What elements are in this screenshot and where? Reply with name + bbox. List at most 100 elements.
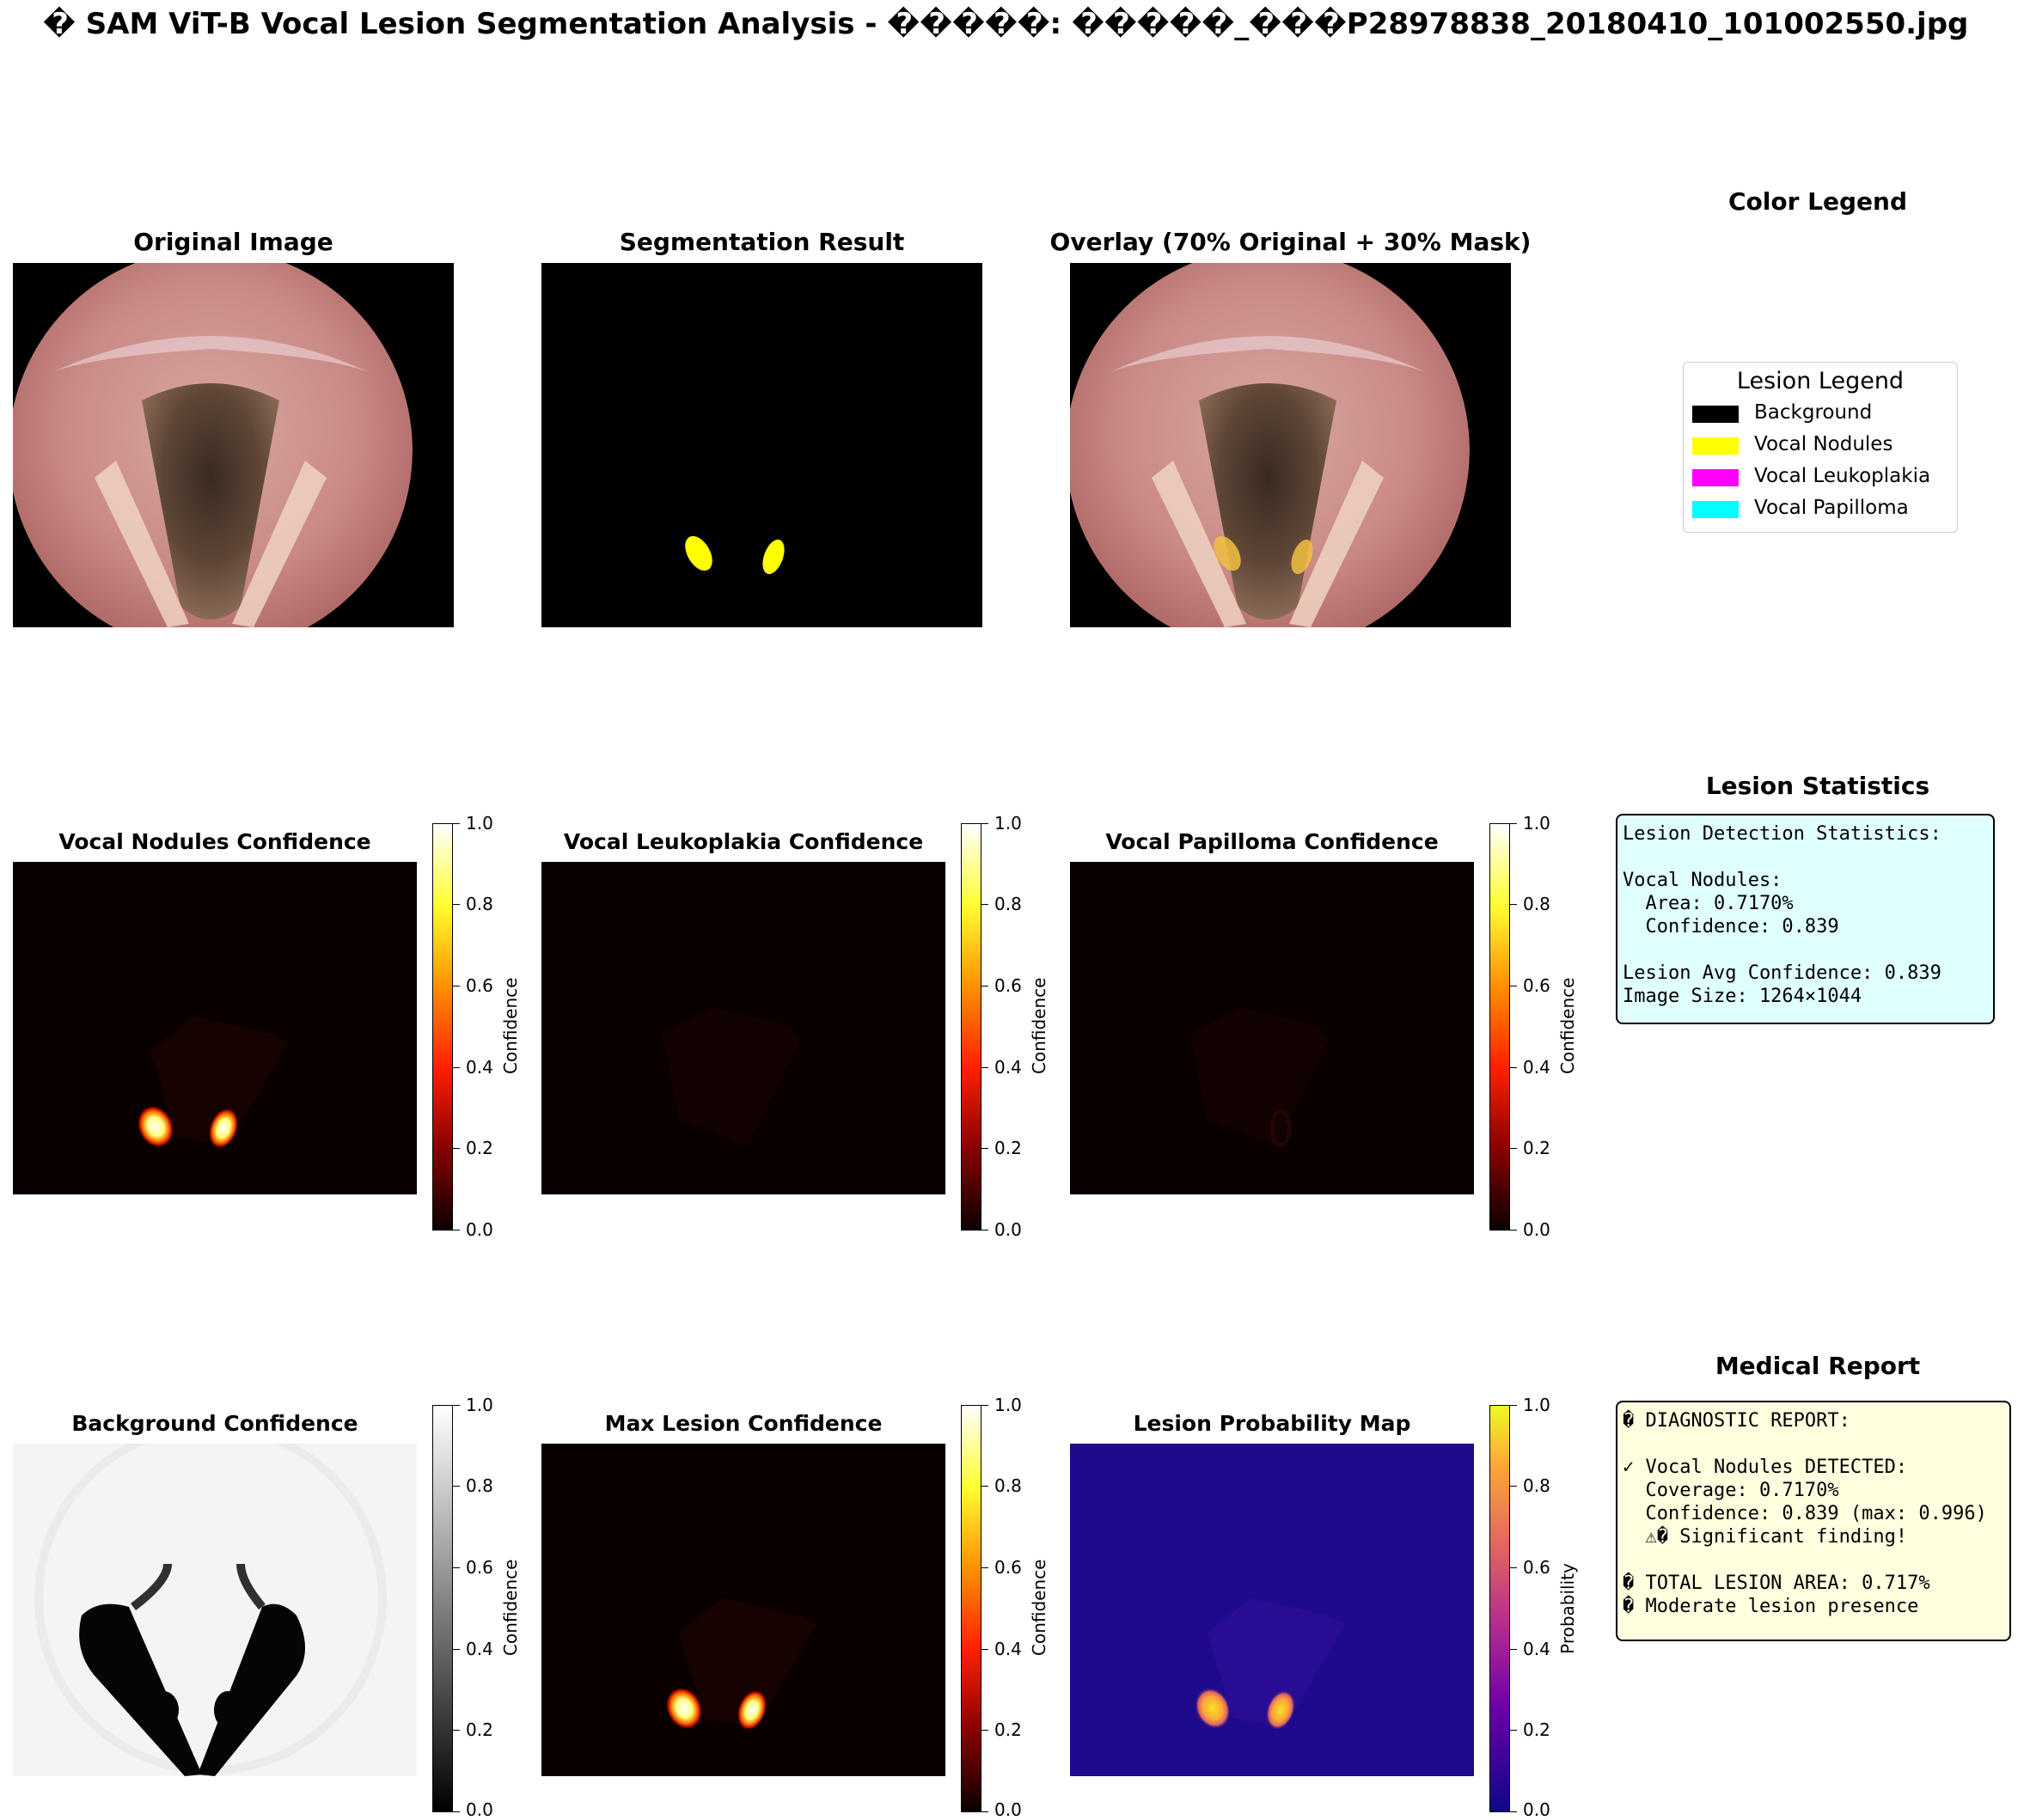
background-confidence-map	[13, 1444, 417, 1776]
papilloma-confidence-title: Vocal Papilloma Confidence	[1105, 829, 1439, 854]
colorbar-background	[432, 1405, 453, 1812]
report-line: ⚠� Significant finding!	[1623, 1526, 1908, 1548]
report-line	[1623, 1548, 2004, 1572]
tick-06: 0.6	[994, 1557, 1022, 1578]
leukoplakia-confidence-map	[541, 862, 945, 1194]
stats-line: Vocal Nodules:	[1623, 870, 1782, 891]
legend-label-background: Background	[1754, 401, 1873, 424]
lesion-statistics-box: Lesion Detection Statistics: Vocal Nodul…	[1616, 814, 1995, 1024]
tick-10: 1.0	[994, 813, 1022, 834]
lesion-probability-map	[1070, 1444, 1474, 1776]
stats-line: Image Size: 1264×1044	[1623, 986, 1862, 1007]
tick-02: 0.2	[1523, 1719, 1550, 1740]
overlay-title: Overlay (70% Original + 30% Mask)	[1049, 228, 1532, 256]
tick-08: 0.8	[1523, 1475, 1550, 1496]
stats-line: Lesion Avg Confidence: 0.839	[1623, 962, 1941, 984]
tick-10: 1.0	[1523, 1395, 1550, 1415]
nodules-confidence-title: Vocal Nodules Confidence	[58, 829, 371, 854]
colorbar-label-nodules: Confidence	[500, 977, 521, 1074]
nodule-right	[762, 539, 785, 575]
tick-10: 1.0	[1523, 813, 1550, 834]
tick-08: 0.8	[466, 1475, 493, 1496]
legend-label-papilloma: Vocal Papilloma	[1754, 497, 1909, 519]
stats-line: Area: 0.7170%	[1623, 893, 1794, 914]
report-line: � TOTAL LESION AREA: 0.717%	[1623, 1573, 1930, 1594]
colorbar-label-papilloma: Confidence	[1557, 977, 1578, 1074]
segmentation-title: Segmentation Result	[619, 228, 905, 256]
lesion-legend-title: Lesion Legend	[1736, 368, 1905, 394]
tick-04: 0.4	[994, 1639, 1022, 1659]
tick-06: 0.6	[466, 975, 493, 996]
tick-10: 1.0	[466, 813, 493, 834]
report-line: Coverage: 0.7170%	[1623, 1480, 1839, 1501]
colorbar-label-background: Confidence	[500, 1559, 521, 1656]
stats-line	[1623, 846, 1988, 869]
stats-line: Confidence: 0.839	[1623, 916, 1839, 937]
tick-0: 0.0	[1523, 1219, 1550, 1240]
medical-report-title: Medical Report	[1715, 1352, 1921, 1380]
probability-heatmap	[1070, 1444, 1474, 1776]
tick-08: 0.8	[1523, 894, 1550, 914]
probability-map-title: Lesion Probability Map	[1133, 1411, 1411, 1436]
legend-label-nodules: Vocal Nodules	[1754, 433, 1893, 455]
colorbar-papilloma	[1489, 823, 1510, 1231]
max-lesion-confidence-title: Max Lesion Confidence	[604, 1411, 883, 1436]
report-line: � DIAGNOSTIC REPORT:	[1623, 1410, 1850, 1432]
segmentation-result	[541, 263, 982, 627]
overlay-composite	[1070, 263, 1511, 627]
tick-08: 0.8	[994, 1475, 1022, 1496]
leukoplakia-confidence-title: Vocal Leukoplakia Confidence	[563, 829, 924, 854]
nodules-confidence-map	[13, 862, 417, 1194]
colorbar-probability	[1489, 1405, 1510, 1812]
tick-06: 0.6	[1523, 975, 1550, 996]
colorbar-leukoplakia	[961, 823, 981, 1231]
tick-04: 0.4	[1523, 1639, 1550, 1659]
color-legend-title: Color Legend	[1727, 187, 1908, 216]
colorbar-label-probability: Probability	[1557, 1563, 1578, 1654]
tick-06: 0.6	[1523, 1557, 1550, 1578]
overlay-image	[1070, 263, 1511, 627]
report-line: ✓ Vocal Nodules DETECTED:	[1623, 1457, 1908, 1478]
leukoplakia-heatmap	[541, 862, 945, 1194]
tick-08: 0.8	[994, 894, 1022, 914]
tick-02: 0.2	[994, 1138, 1022, 1158]
tick-06: 0.6	[466, 1557, 493, 1578]
medical-report-box: � DIAGNOSTIC REPORT: ✓ Vocal Nodules DET…	[1616, 1401, 2011, 1641]
legend-swatch-nodules	[1692, 437, 1739, 455]
original-image-title: Original Image	[133, 228, 333, 256]
laryngoscope-image	[13, 263, 454, 627]
tick-0: 0.0	[994, 1799, 1022, 1820]
tick-02: 0.2	[994, 1719, 1022, 1740]
tick-0: 0.0	[466, 1799, 493, 1820]
stats-line	[1623, 938, 1988, 962]
tick-0: 0.0	[466, 1219, 493, 1240]
tick-04: 0.4	[994, 1057, 1022, 1078]
tick-06: 0.6	[994, 975, 1022, 996]
colorbar-nodules	[432, 823, 453, 1231]
stats-line: Lesion Detection Statistics:	[1623, 823, 1941, 845]
tick-0: 0.0	[1523, 1799, 1550, 1820]
tick-02: 0.2	[1523, 1138, 1550, 1158]
lesion-statistics-title: Lesion Statistics	[1705, 772, 1930, 800]
legend-swatch-background	[1692, 406, 1739, 423]
legend-swatch-papilloma	[1692, 501, 1739, 518]
tick-10: 1.0	[466, 1395, 493, 1415]
max-lesion-heatmap	[541, 1444, 945, 1776]
tick-04: 0.4	[466, 1057, 493, 1078]
legend-swatch-leukoplakia	[1692, 469, 1739, 486]
tick-04: 0.4	[1523, 1057, 1550, 1078]
nodule-left	[685, 535, 712, 571]
segmentation-mask	[541, 263, 982, 627]
figure-title: � SAM ViT-B Vocal Lesion Segmentation An…	[43, 7, 1969, 41]
papilloma-heatmap	[1070, 862, 1474, 1194]
background-heatmap	[13, 1444, 417, 1776]
max-lesion-confidence-map	[541, 1444, 945, 1776]
legend-label-leukoplakia: Vocal Leukoplakia	[1754, 465, 1931, 487]
report-line: � Moderate lesion presence	[1623, 1596, 1919, 1617]
report-line: Confidence: 0.839 (max: 0.996)	[1623, 1503, 1987, 1524]
tick-10: 1.0	[994, 1395, 1022, 1415]
tick-02: 0.2	[466, 1719, 493, 1740]
background-confidence-title: Background Confidence	[71, 1411, 358, 1436]
tick-04: 0.4	[466, 1639, 493, 1659]
lesion-legend: Lesion Legend Background Vocal Nodules V…	[1683, 362, 1958, 533]
